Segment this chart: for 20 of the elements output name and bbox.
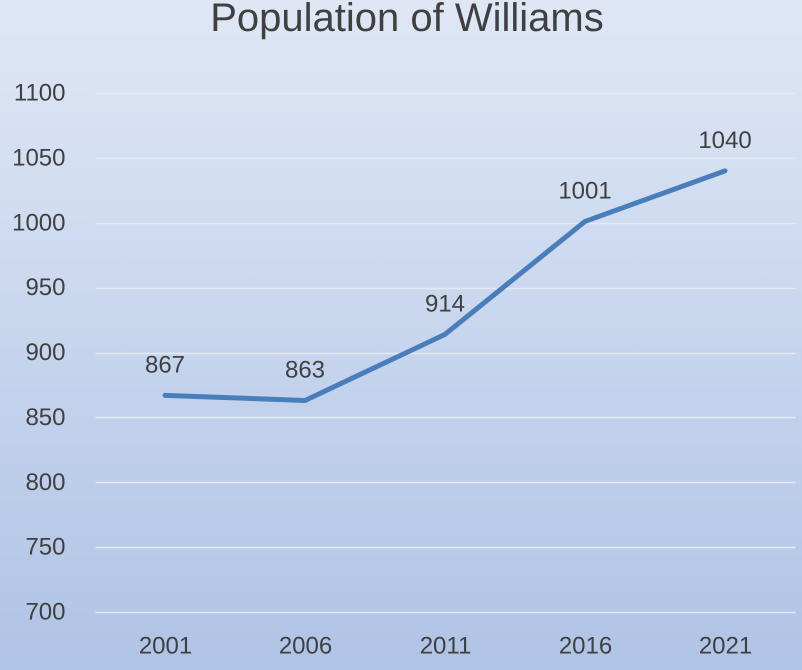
x-tick-label: 2021: [698, 632, 752, 660]
y-tick-label: 750: [25, 534, 66, 561]
x-tick-label: 2006: [278, 632, 332, 660]
y-tick-label: 1000: [12, 209, 66, 236]
data-label: 863: [284, 356, 326, 384]
data-label: 1001: [558, 177, 612, 204]
y-tick-label: 850: [25, 404, 66, 431]
data-label: 1040: [698, 126, 752, 154]
y-tick-label: 1100: [14, 80, 66, 106]
x-tick-label: 2016: [558, 632, 612, 660]
y-tick-label: 900: [25, 339, 66, 366]
y-tick-label: 950: [25, 274, 66, 302]
y-tick-label: 700: [25, 598, 66, 626]
chart-title: Population of Williams: [210, 0, 604, 40]
x-tick-label: 2001: [138, 632, 192, 660]
y-tick-label: 1050: [12, 144, 66, 172]
x-tick-label: 2011: [420, 632, 472, 660]
data-label: 867: [144, 351, 186, 378]
y-tick-label: 800: [25, 468, 66, 496]
data-label: 914: [424, 290, 466, 318]
